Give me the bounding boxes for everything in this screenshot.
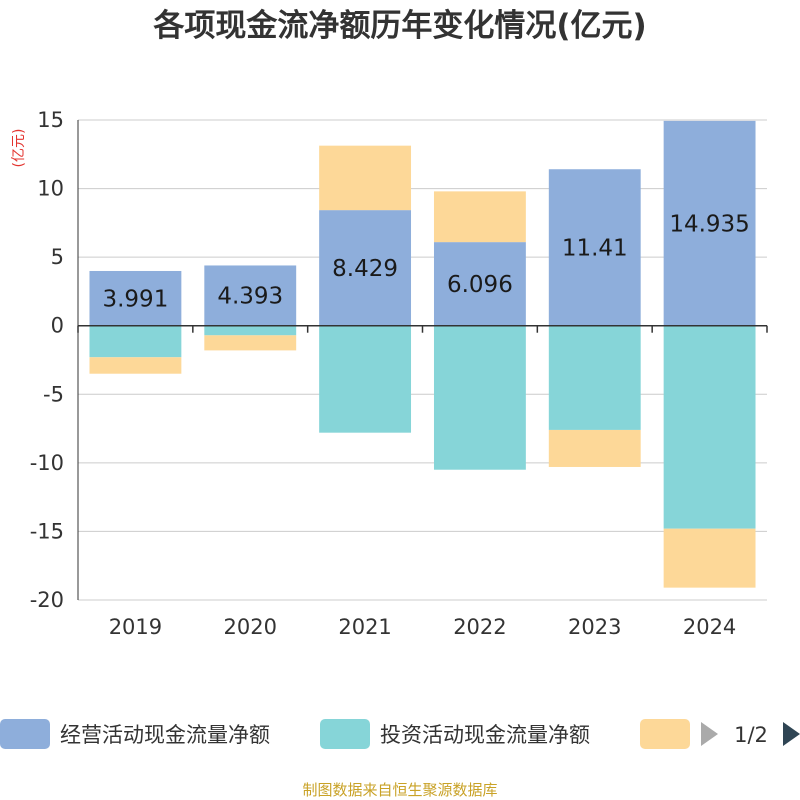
y-tick-label: 0 [51, 314, 64, 338]
legend-swatch[interactable] [320, 719, 370, 749]
bar-s2-2019 [89, 325, 182, 358]
y-tick-label: 5 [51, 245, 64, 269]
bar-s2-2021 [319, 325, 412, 433]
data-labels: 3.991 4.393 8.429 6.096 11.41 14.935 [102, 211, 749, 312]
data-label: 4.393 [217, 284, 283, 310]
bar-s1-2021 [319, 210, 412, 326]
bar-s3-2022 [433, 191, 526, 243]
legend-swatch[interactable] [0, 719, 50, 749]
bar-s1-2019 [89, 270, 182, 326]
data-label: 8.429 [332, 256, 398, 282]
legend-page-indicator: 1/2 [734, 723, 768, 747]
bar-s3-2019 [89, 357, 182, 374]
y-axis-unit: (亿元) [11, 129, 27, 168]
y-tick-label: -5 [43, 382, 64, 406]
bar-s2-2024 [663, 325, 756, 529]
y-tick-label: 15 [37, 108, 64, 132]
x-axis-ticks: 2019 2020 2021 2022 2023 2024 [109, 615, 737, 639]
x-tick-label: 2024 [683, 615, 736, 639]
data-label: 11.41 [562, 235, 628, 261]
next-page-icon[interactable] [783, 722, 800, 746]
bar-s3-2024 [663, 528, 756, 588]
y-tick-label: -15 [30, 519, 64, 543]
x-tick-label: 2023 [568, 615, 621, 639]
bar-s3-2021 [319, 145, 412, 211]
prev-page-icon[interactable] [701, 722, 718, 746]
legend-label[interactable]: 经营活动现金流量净额 [60, 723, 270, 747]
chart-title: 各项现金流净额历年变化情况(亿元) [152, 8, 646, 44]
x-tick-label: 2021 [338, 615, 391, 639]
y-axis-ticks: 15 10 5 0 -5 -10 -15 -20 [30, 108, 64, 612]
y-tick-label: -20 [30, 588, 64, 612]
data-label: 14.935 [669, 211, 749, 237]
y-tick-label: -10 [30, 451, 64, 475]
bars [89, 120, 756, 588]
bar-s1-2024 [663, 120, 756, 326]
source-note: 制图数据来自恒生聚源数据库 [302, 781, 497, 799]
bar-s1-2023 [548, 169, 641, 326]
legend-swatch[interactable] [640, 719, 690, 749]
x-tick-label: 2019 [109, 615, 162, 639]
bar-s1-2020 [204, 265, 297, 326]
data-label: 3.991 [102, 286, 168, 312]
x-tick-label: 2020 [224, 615, 277, 639]
legend-label[interactable]: 投资活动现金流量净额 [380, 723, 590, 747]
bar-s2-2022 [433, 325, 526, 470]
bar-s2-2020 [204, 325, 297, 336]
x-tick-label: 2022 [453, 615, 506, 639]
y-tick-label: 10 [37, 177, 64, 201]
bar-s1-2022 [433, 242, 526, 326]
bar-s3-2023 [548, 429, 641, 467]
bar-s3-2020 [204, 335, 297, 351]
axes [77, 120, 768, 600]
legend[interactable]: 经营活动现金流量净额 投资活动现金流量净额 1/2 [0, 719, 800, 749]
data-label: 6.096 [447, 272, 513, 298]
bar-s2-2023 [548, 325, 641, 430]
